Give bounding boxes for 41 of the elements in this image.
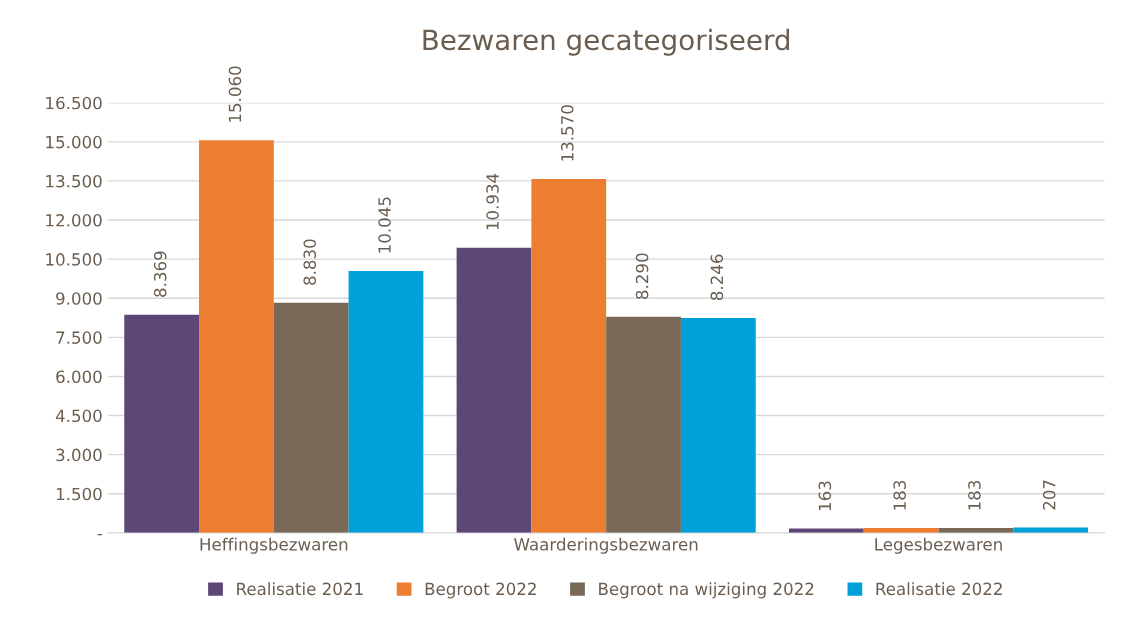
y-tick-label: 10.500 bbox=[46, 253, 102, 266]
y-tick-label: 7.500 bbox=[56, 331, 102, 344]
data-label: 10.934 bbox=[486, 173, 499, 230]
y-tick-label: 15.000 bbox=[46, 135, 102, 149]
bar bbox=[1013, 527, 1089, 533]
legend-label: Realisatie 2021 bbox=[237, 582, 363, 596]
bar bbox=[456, 247, 532, 533]
bar bbox=[606, 316, 681, 533]
bar bbox=[124, 314, 200, 533]
legend-label: Begroot na wijziging 2022 bbox=[599, 582, 814, 599]
x-tick-label: Heffingsbezwaren bbox=[200, 537, 348, 554]
data-label: 163 bbox=[818, 481, 832, 511]
data-label: 207 bbox=[1042, 480, 1056, 510]
y-tick-label: 6.000 bbox=[56, 370, 102, 384]
data-label: 183 bbox=[968, 480, 981, 510]
data-label: 183 bbox=[893, 480, 906, 510]
data-label: 8.246 bbox=[710, 254, 724, 301]
y-tick-label: - bbox=[97, 533, 102, 536]
legend-label: Begroot 2022 bbox=[425, 582, 536, 599]
bar bbox=[273, 302, 349, 533]
y-tick-label: 12.000 bbox=[46, 213, 102, 227]
data-label: 8.369 bbox=[153, 251, 167, 297]
bar bbox=[199, 140, 274, 533]
data-label: 13.570 bbox=[561, 105, 574, 161]
y-tick-label: 3.000 bbox=[56, 448, 102, 462]
data-label: 8.830 bbox=[303, 239, 317, 285]
data-label: 8.290 bbox=[635, 253, 649, 299]
y-tick-label: 16.500 bbox=[46, 96, 102, 110]
x-tick-label: Waarderingsbezwaren bbox=[514, 537, 698, 554]
y-tick-label: 9.000 bbox=[56, 292, 102, 305]
bar bbox=[348, 271, 424, 533]
legend-label: Realisatie 2022 bbox=[876, 582, 1002, 596]
data-label: 10.045 bbox=[378, 197, 391, 253]
y-tick-label: 4.500 bbox=[55, 409, 102, 423]
y-tick-label: 1.500 bbox=[56, 487, 102, 501]
x-tick-label: Legesbezwaren bbox=[875, 537, 1002, 554]
chart-title: Bezwaren gecategoriseerd bbox=[423, 28, 790, 56]
bar bbox=[531, 179, 607, 533]
data-label: 15.060 bbox=[228, 66, 242, 122]
bar bbox=[680, 317, 756, 533]
y-tick-label: 13.500 bbox=[46, 174, 102, 188]
